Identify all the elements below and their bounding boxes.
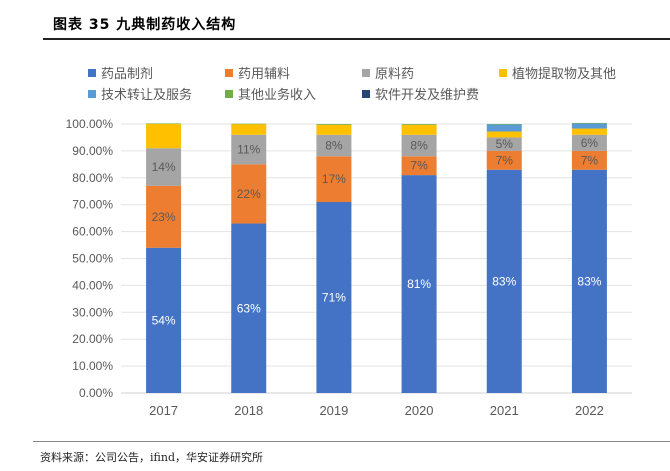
y-tick-label: 60.00%	[72, 225, 113, 239]
bar-segment	[486, 131, 522, 138]
y-tick-label: 0.00%	[79, 386, 113, 400]
bar-segment	[146, 247, 182, 393]
legend-swatch	[362, 89, 370, 98]
legend-swatch	[225, 89, 233, 98]
y-tick-label: 30.00%	[72, 305, 113, 319]
source-divider	[33, 441, 670, 442]
bar-segment	[231, 134, 267, 165]
bar-segment	[146, 148, 182, 186]
y-tick-label: 80.00%	[72, 171, 113, 185]
bar-segment	[231, 123, 267, 125]
bar-segment	[571, 128, 607, 135]
bar-segment	[486, 150, 522, 170]
bar-segment	[486, 124, 522, 125]
bar-data-label: 54%	[152, 313, 176, 327]
bar-segment	[231, 223, 267, 393]
x-tick-label: 2020	[405, 403, 434, 418]
figure-title: 图表 35 九典制药收入结构	[53, 17, 237, 33]
bar-segment	[401, 134, 437, 157]
legend-swatch	[362, 68, 370, 77]
bar-segment	[401, 124, 437, 125]
bar-segment	[231, 124, 267, 135]
y-tick-label: 20.00%	[72, 332, 113, 346]
bar-segment	[571, 134, 607, 151]
bar-data-label: 63%	[237, 301, 261, 315]
title-divider	[43, 38, 670, 40]
y-tick-label: 100.00%	[66, 117, 114, 131]
x-tick-label: 2017	[149, 403, 178, 418]
legend-item-tech-transfer: 技术转让及服务	[88, 84, 192, 103]
bar-segment	[571, 169, 607, 393]
bar-segment	[316, 124, 352, 135]
legend-label: 技术转让及服务	[101, 88, 193, 103]
legend-swatch	[88, 89, 96, 98]
bar-data-label: 83%	[577, 274, 601, 288]
bar-segment	[571, 123, 607, 129]
y-tick-label: 70.00%	[72, 198, 113, 212]
bar-data-label: 8%	[410, 139, 428, 153]
bar-data-label: 7%	[410, 159, 428, 173]
legend-label: 原料药	[375, 67, 415, 82]
x-tick-label: 2019	[319, 403, 348, 418]
legend-item-other-business: 其他业务收入	[225, 84, 316, 103]
y-tick-label: 10.00%	[72, 359, 113, 373]
legend-item-software-dev: 软件开发及维护费	[362, 84, 479, 103]
y-tick-label: 40.00%	[72, 278, 113, 292]
bar-data-label: 17%	[322, 172, 346, 186]
legend-label: 软件开发及维护费	[375, 88, 480, 103]
legend-swatch	[499, 68, 507, 77]
bar-segment	[316, 156, 352, 203]
bar-segment	[486, 137, 522, 151]
bar-segment	[316, 124, 352, 125]
legend-item-drug-preparations: 药品制剂	[88, 63, 153, 82]
x-tick-label: 2021	[490, 403, 519, 418]
legend-item-pharmaceutical-excipients: 药用辅料	[225, 63, 290, 82]
bar-segment	[401, 124, 437, 135]
bar-segment	[316, 134, 352, 157]
bar-data-label: 11%	[237, 143, 260, 157]
bar-data-label: 81%	[407, 277, 431, 291]
bar-data-label: 7%	[496, 153, 514, 167]
legend-label: 其他业务收入	[238, 88, 317, 103]
bar-segment	[401, 175, 437, 393]
legend-swatch	[88, 68, 96, 77]
bar-data-label: 14%	[152, 160, 176, 174]
bar-segment	[486, 169, 522, 393]
bar-data-label: 6%	[581, 136, 599, 150]
bar-segment	[316, 202, 352, 393]
legend-label: 植物提取物及其他	[512, 67, 617, 82]
x-tick-label: 2018	[234, 403, 263, 418]
y-tick-label: 90.00%	[72, 144, 113, 158]
legend-label: 药用辅料	[238, 67, 291, 82]
source-note: 资料来源：公司公告，ifind，华安证券研究所	[40, 451, 263, 464]
bar-data-label: 23%	[152, 210, 176, 224]
bar-data-label: 8%	[325, 139, 343, 153]
bar-segment	[146, 185, 182, 248]
bar-segment	[571, 150, 607, 170]
bar-data-label: 22%	[237, 187, 261, 201]
bar-segment	[571, 122, 607, 124]
bar-segment	[401, 156, 437, 176]
legend-swatch	[225, 68, 233, 77]
legend-label: 药品制剂	[101, 67, 154, 82]
bar-data-label: 5%	[496, 137, 514, 151]
bar-data-label: 83%	[492, 274, 516, 288]
bar-data-label: 71%	[322, 291, 346, 305]
bar-data-label: 7%	[581, 153, 599, 167]
bar-segment	[231, 164, 267, 224]
legend-item-plant-extracts: 植物提取物及其他	[499, 63, 616, 82]
bar-segment	[146, 124, 182, 149]
x-tick-label: 2022	[575, 403, 604, 418]
legend-item-api: 原料药	[362, 63, 414, 82]
bar-segment	[486, 124, 522, 132]
y-tick-label: 50.00%	[72, 252, 113, 266]
bar-segment	[146, 123, 182, 124]
